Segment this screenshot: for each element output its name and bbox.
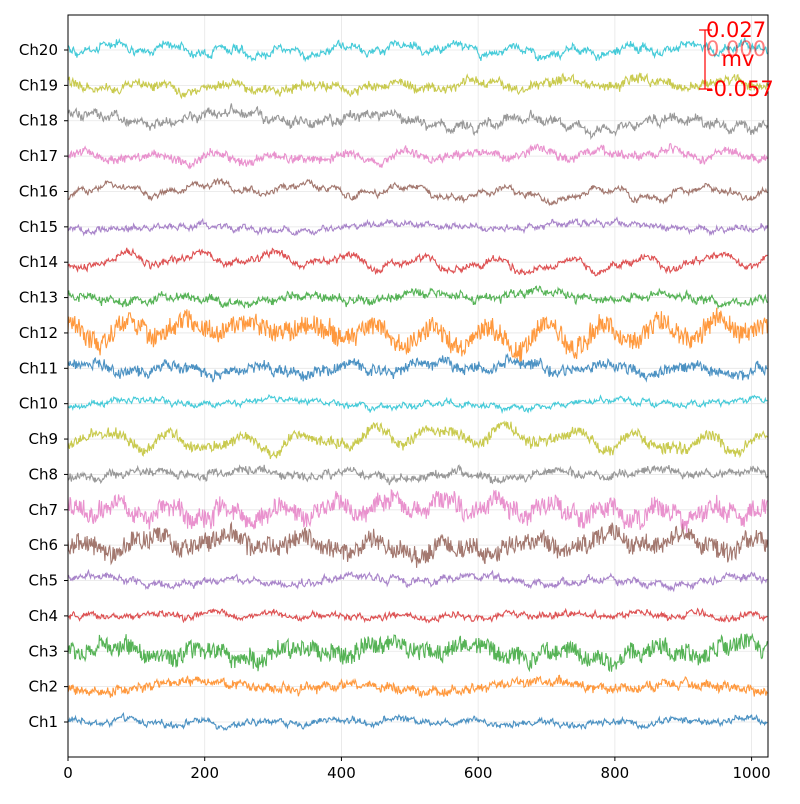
x-tick-label: 400 [327,764,356,782]
y-tick-label: Ch17 [19,147,58,165]
trace-ch4 [67,607,768,624]
y-tick-labels: Ch1 Ch2 Ch3 Ch4 Ch5 Ch6 Ch7 Ch8 Ch9 Ch10 Ch11 Ch12 C… [19,41,68,731]
trace-ch20 [67,37,768,63]
y-tick-label: Ch18 [19,112,58,130]
trace-ch7 [67,488,768,533]
y-tick-label: Ch5 [28,572,58,590]
y-tick-label: Ch2 [28,678,58,696]
trace-ch6 [67,521,768,568]
x-tick-label: 600 [464,764,493,782]
trace-ch15 [67,216,768,237]
y-tick-label: Ch11 [19,359,58,377]
y-tick-label: Ch19 [19,76,58,94]
traces [67,37,768,731]
x-tick-label: 1000 [733,764,771,782]
scale-bar-mid-label: 0.000 [706,37,766,61]
y-tick-label: Ch14 [19,253,58,271]
trace-ch19 [67,72,768,100]
trace-ch17 [67,142,768,170]
trace-ch5 [67,568,768,593]
x-tick-label: 800 [601,764,630,782]
y-tick-label: Ch10 [19,395,58,413]
x-tick-label: 200 [190,764,219,782]
y-tick-label: Ch8 [28,465,58,483]
y-tick-label: Ch4 [28,607,58,625]
y-tick-label: Ch3 [28,642,58,660]
trace-ch9 [67,420,768,460]
x-tick-labels: 0 200 400 600 800 1000 [63,757,771,782]
y-tick-label: Ch6 [28,536,58,554]
trace-ch11 [67,352,768,383]
y-tick-label: Ch20 [19,41,58,59]
y-tick-label: Ch16 [19,182,58,200]
y-tick-label: Ch7 [28,501,58,519]
trace-ch8 [67,464,768,486]
scale-bar-bottom-label: -0.057 [706,77,774,101]
y-tick-label: Ch13 [19,289,58,307]
axes-frame [67,14,769,758]
trace-ch12 [67,307,768,362]
trace-ch16 [67,177,768,207]
trace-ch2 [67,674,768,699]
y-tick-label: Ch1 [28,713,58,731]
trace-ch3 [67,632,768,673]
trace-ch13 [67,285,768,310]
y-tick-label: Ch9 [28,430,58,448]
y-tick-label: Ch15 [19,218,58,236]
trace-ch10 [67,394,768,415]
y-tick-label: Ch12 [19,324,58,342]
trace-ch18 [67,103,768,141]
trace-ch1 [67,711,768,731]
scale-bar-unit: mv [722,47,755,71]
x-tick-label: 0 [63,764,73,782]
trace-ch14 [67,247,768,277]
scale-bar-top-label: 0.027 [706,18,766,42]
